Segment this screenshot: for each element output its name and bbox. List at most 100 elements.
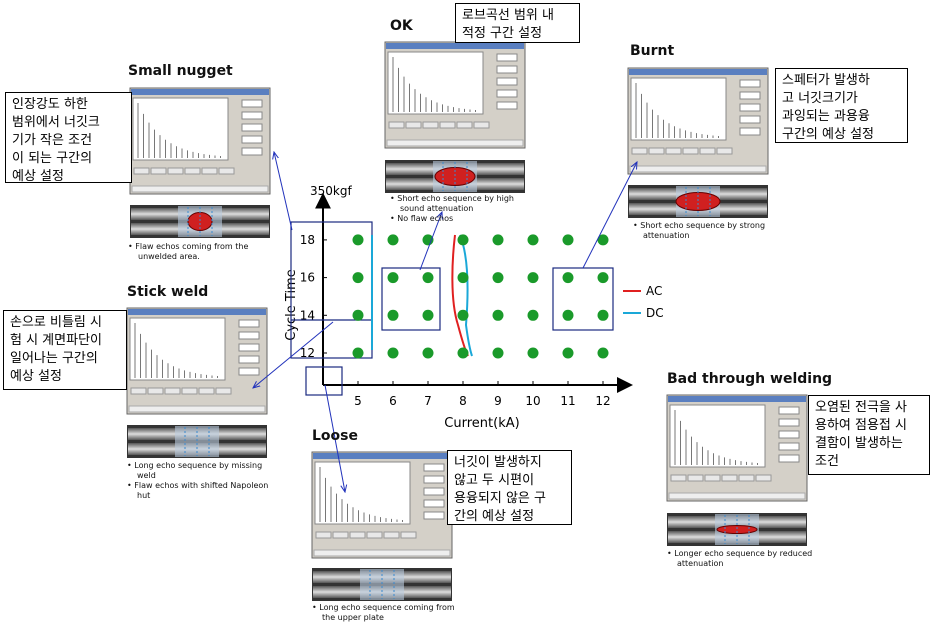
field xyxy=(241,123,263,132)
field xyxy=(241,135,263,144)
callout-line: 용융되지 않은 구 xyxy=(454,491,546,506)
field xyxy=(496,77,518,86)
field xyxy=(778,418,800,427)
x-axis-label: Current(kA) xyxy=(444,416,519,431)
field xyxy=(496,101,518,110)
plot-area xyxy=(669,404,766,468)
screenshot xyxy=(666,394,808,502)
data-point xyxy=(597,309,609,321)
panel-title: Loose xyxy=(312,428,358,444)
note: Longer echo sequence by reduced attenuat… xyxy=(667,549,817,569)
data-point xyxy=(457,234,469,246)
data-point xyxy=(597,347,609,359)
plot-area xyxy=(387,51,484,115)
status-bar xyxy=(128,405,266,413)
callout-line: 조건 xyxy=(815,454,839,469)
top-label: 350kgf xyxy=(310,184,352,198)
field xyxy=(496,89,518,98)
button xyxy=(218,167,235,175)
callout-line: 손으로 비틀림 시 xyxy=(10,315,102,330)
field xyxy=(238,355,260,364)
panel-notes: Long echo sequence coming from the upper… xyxy=(312,603,462,623)
nugget xyxy=(716,525,758,534)
screenshot xyxy=(129,87,271,195)
field xyxy=(238,319,260,328)
note: Flaw echos coming from the unwelded area… xyxy=(128,242,278,262)
button xyxy=(682,147,699,155)
callout-line: 예상 설정 xyxy=(10,369,62,384)
field xyxy=(241,111,263,120)
note: Long echo sequence by missing weld xyxy=(127,461,277,481)
callout-line: 일어나는 구간의 xyxy=(10,351,98,366)
data-point xyxy=(387,347,399,359)
x-tick-label: 8 xyxy=(459,394,467,408)
x-tick-label: 7 xyxy=(424,394,432,408)
data-point xyxy=(562,234,574,246)
callout-line: 예상 설정 xyxy=(12,169,64,184)
button xyxy=(422,121,439,129)
panel-notes: Longer echo sequence by reduced attenuat… xyxy=(667,549,817,569)
data-point xyxy=(387,234,399,246)
note: Flaw echos with shifted Napoleon hut xyxy=(127,481,277,501)
window-title-bar xyxy=(128,309,266,315)
y-tick-label: 12 xyxy=(300,346,315,360)
field xyxy=(423,475,445,484)
x-tick-label: 5 xyxy=(354,394,362,408)
data-point xyxy=(492,234,504,246)
button xyxy=(315,531,332,539)
window-title-bar xyxy=(313,453,451,459)
status-bar xyxy=(386,139,524,147)
button xyxy=(473,121,490,129)
plot-area xyxy=(314,461,411,525)
plot-area xyxy=(132,97,229,161)
echo-trace xyxy=(635,83,719,138)
callout: 오염된 전극을 사 용하여 점용접 시 결함이 발생하는 조건 xyxy=(808,395,930,475)
data-point xyxy=(492,272,504,284)
button xyxy=(648,147,665,155)
dc-curve xyxy=(459,234,473,357)
weld-section xyxy=(130,205,270,238)
button xyxy=(133,167,150,175)
data-point xyxy=(352,272,364,284)
callout-line: 간의 예상 설정 xyxy=(454,509,535,524)
note: Long echo sequence coming from the upper… xyxy=(312,603,462,623)
field xyxy=(778,454,800,463)
button xyxy=(388,121,405,129)
panel-notes: Flaw echos coming from the unwelded area… xyxy=(128,242,278,262)
data-point xyxy=(457,309,469,321)
data-point xyxy=(352,234,364,246)
status-bar xyxy=(313,549,451,557)
status-bar xyxy=(668,492,806,500)
button xyxy=(150,167,167,175)
data-point xyxy=(492,309,504,321)
button xyxy=(405,121,422,129)
field xyxy=(496,53,518,62)
panel-notes: Long echo sequence by missing weldFlaw e… xyxy=(127,461,277,501)
pointer-arrow xyxy=(582,162,637,269)
pointer-arrow xyxy=(253,321,334,388)
data-point xyxy=(422,347,434,359)
window-title-bar xyxy=(668,396,806,402)
field xyxy=(778,430,800,439)
field xyxy=(423,511,445,520)
field xyxy=(739,79,761,88)
callout: 스페터가 발생하 고 너깃크기가 과잉되는 과용융 구간의 예상 설정 xyxy=(775,68,908,143)
plot-area xyxy=(630,77,727,141)
field xyxy=(423,499,445,508)
field xyxy=(241,147,263,156)
field xyxy=(739,103,761,112)
button xyxy=(130,387,147,395)
callout: 인장강도 하한 범위에서 너깃크 기가 작은 조건 이 되는 구간의 예상 설정 xyxy=(5,92,132,184)
x-tick-label: 11 xyxy=(560,394,575,408)
callout: 너깃이 발생하지 않고 두 시편이 용융되지 않은 구 간의 예상 설정 xyxy=(447,450,572,525)
x-tick-label: 9 xyxy=(494,394,502,408)
data-point xyxy=(597,272,609,284)
callout: 로브곡선 범위 내 적정 구간 설정 xyxy=(455,3,580,43)
callout-line: 너깃이 발생하지 xyxy=(454,455,542,470)
button xyxy=(439,121,456,129)
field xyxy=(238,343,260,352)
field xyxy=(778,406,800,415)
button xyxy=(665,147,682,155)
